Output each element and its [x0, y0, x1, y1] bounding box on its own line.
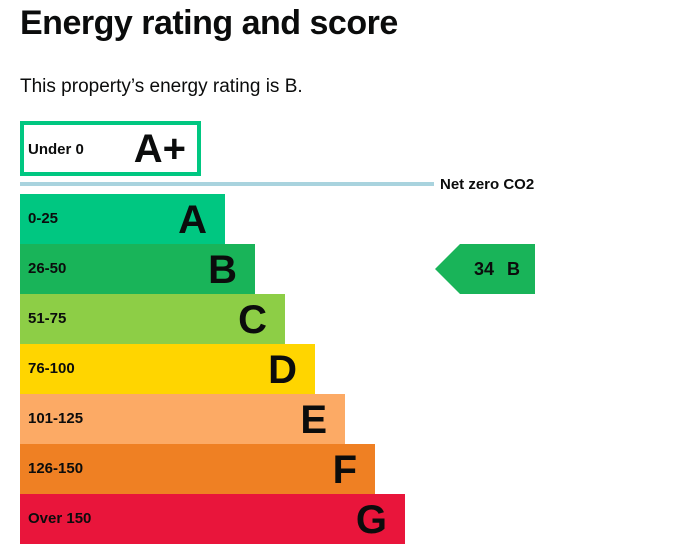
band-b-range: 26-50 — [28, 260, 66, 277]
current-score: 34 — [474, 259, 494, 279]
rating-summary-prefix: This property’s energy rating is — [20, 76, 285, 97]
band-e-range: 101-125 — [28, 410, 83, 427]
band-e-bar — [20, 394, 345, 444]
current-rating-marker — [435, 244, 535, 294]
rating-summary: This property’s energy rating is B. — [20, 76, 303, 98]
band-d-range: 76-100 — [28, 360, 75, 377]
band-c-letter: C — [238, 298, 267, 342]
band-a-range: 0-25 — [28, 210, 58, 227]
aplus-band-range: Under 0 — [28, 141, 84, 158]
band-g-bar — [20, 494, 405, 544]
page-title: Energy rating and score — [20, 4, 398, 42]
band-c-bar — [20, 294, 285, 344]
aplus-band-box — [20, 121, 201, 176]
net-zero-label: Net zero CO2 — [440, 176, 534, 193]
current-rating-letter: B — [507, 259, 520, 279]
band-a-letter: A — [178, 198, 207, 242]
band-e-letter: E — [300, 398, 327, 442]
chart-root: Under 0 A+ Net zero CO2 0-25 A 26-50 B 51-75 C 76… — [20, 121, 535, 544]
band-f-bar — [20, 444, 375, 494]
band-g-letter: G — [356, 498, 387, 542]
band-g-range: Over 150 — [28, 510, 91, 527]
rating-summary-suffix: . — [297, 76, 303, 97]
band-f-letter: F — [333, 448, 357, 492]
band-b-letter: B — [208, 248, 237, 292]
rating-summary-text: This property’s energy rating is B. — [20, 76, 303, 97]
band-a-bar — [20, 194, 225, 244]
band-b-bar — [20, 244, 255, 294]
band-f-range: 126-150 — [28, 460, 83, 477]
band-d-letter: D — [268, 348, 297, 392]
rating-summary-value: B — [284, 76, 298, 97]
band-c-range: 51-75 — [28, 310, 66, 327]
aplus-band-letter: A+ — [134, 127, 186, 171]
band-d-bar — [20, 344, 315, 394]
